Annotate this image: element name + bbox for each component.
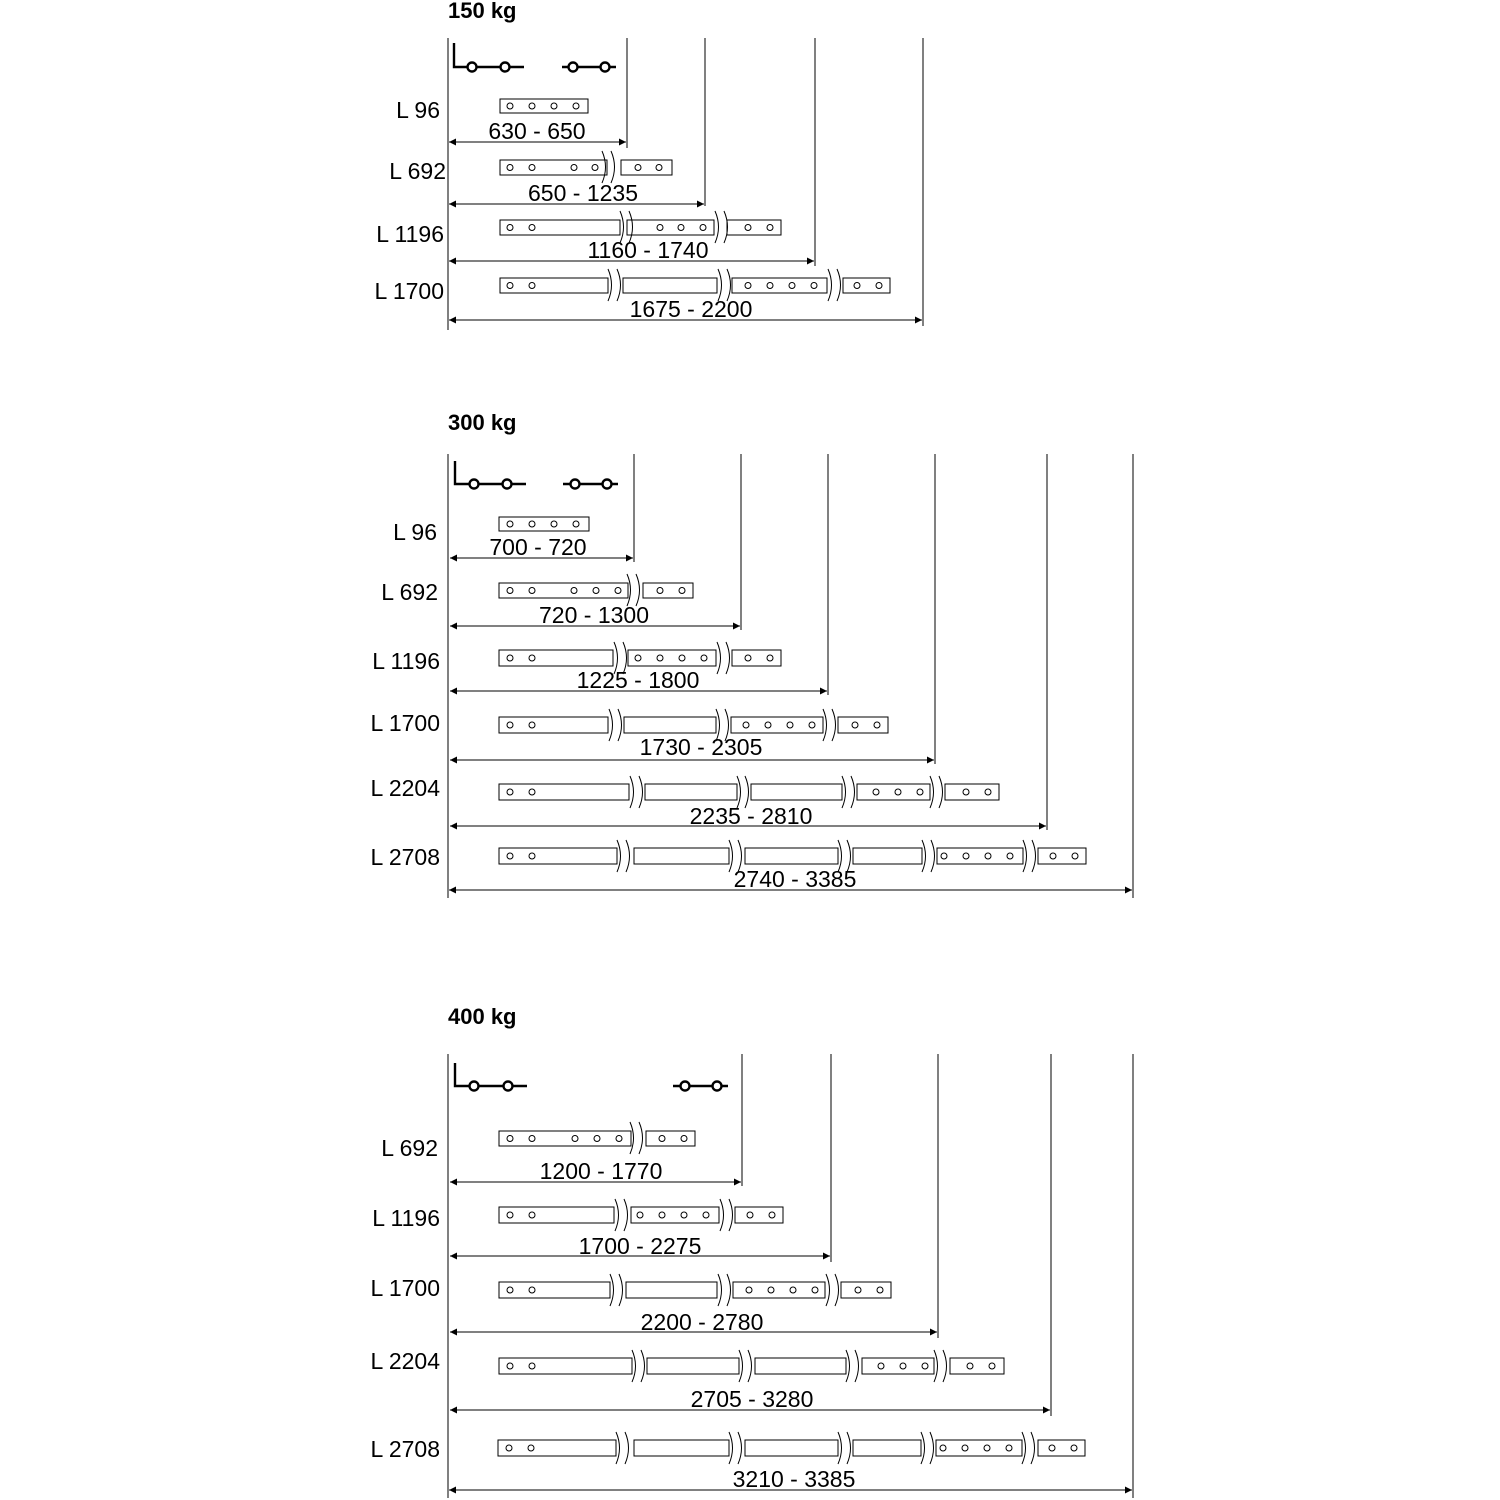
row-l96: L 96 700 - 720	[393, 516, 633, 562]
range-label: 2235 - 2810	[690, 803, 813, 829]
rail-drawing	[498, 1273, 892, 1307]
size-label: L 692	[389, 158, 446, 184]
range-label: 3210 - 3385	[733, 1466, 856, 1492]
range-label: 2705 - 3280	[691, 1386, 814, 1412]
rail-drawing	[499, 98, 589, 114]
section-400kg: 400 kg L 692	[371, 1004, 1134, 1498]
row-l96: L 96 630 - 650	[396, 97, 626, 146]
row-l692: L 692 720 - 1300	[381, 573, 740, 630]
reference-lines	[447, 38, 924, 330]
section-title: 150 kg	[448, 0, 517, 23]
rail-drawing	[498, 1349, 1005, 1383]
row-l1700: L 1700 2200 - 2780	[371, 1273, 937, 1336]
size-label: L 96	[396, 97, 440, 123]
size-label: L 1196	[372, 648, 440, 674]
range-label: 1730 - 2305	[640, 734, 763, 760]
section-150kg: 150 kg L 96 630 - 65	[375, 0, 924, 330]
reference-lines	[447, 1054, 1134, 1498]
slide-icon	[453, 1063, 728, 1092]
rail-drawing	[498, 1198, 784, 1232]
range-label: 2740 - 3385	[734, 866, 857, 892]
rail-drawing	[498, 775, 1000, 809]
range-label: 720 - 1300	[539, 602, 649, 628]
rail-drawing	[499, 210, 782, 244]
size-label: L 2708	[371, 844, 441, 870]
rail-drawing	[498, 708, 889, 742]
row-l692: L 692 650 - 1235	[389, 150, 704, 208]
reference-lines	[447, 454, 1134, 898]
section-title: 300 kg	[448, 410, 517, 435]
size-label: L 1196	[376, 221, 444, 247]
size-label: L 692	[381, 579, 438, 605]
size-label: L 1196	[372, 1205, 440, 1231]
row-l2204: L 2204 2705 - 3280	[371, 1348, 1050, 1414]
range-label: 700 - 720	[489, 534, 586, 560]
row-l1700: L 1700 1730 - 2305	[371, 708, 934, 764]
row-l1196: L 1196 1700 - 2275	[372, 1198, 830, 1260]
row-l692: L 692 1200 - 1770	[381, 1121, 741, 1186]
size-label: L 2708	[371, 1436, 441, 1462]
range-label: 1700 - 2275	[579, 1233, 702, 1259]
row-l2708: L 2708 2740 - 3385	[371, 839, 1132, 894]
row-l2204: L 2204 2235 - 2810	[371, 775, 1046, 830]
range-label: 1225 - 1800	[577, 667, 700, 693]
size-label: L 1700	[375, 278, 445, 304]
size-label: L 1700	[371, 710, 441, 736]
slide-icon	[452, 43, 616, 73]
rail-drawing	[498, 1121, 696, 1155]
section-300kg: 300 kg L 96 700	[371, 410, 1134, 898]
rail-drawing	[499, 150, 673, 184]
slide-icon	[453, 461, 618, 490]
rail-drawing	[498, 839, 1087, 873]
size-label: L 692	[381, 1135, 438, 1161]
size-label: L 96	[393, 519, 437, 545]
row-l1700: L 1700 1675 - 2200	[375, 268, 922, 324]
range-label: 1675 - 2200	[630, 296, 753, 322]
section-title: 400 kg	[448, 1004, 517, 1029]
size-label: L 2204	[371, 775, 441, 801]
range-label: 630 - 650	[488, 118, 585, 144]
rail-drawing	[498, 641, 782, 675]
rail-drawing	[498, 573, 694, 607]
rail-drawing	[499, 268, 891, 302]
size-label: L 1700	[371, 1275, 441, 1301]
range-label: 1200 - 1770	[540, 1158, 663, 1184]
range-label: 650 - 1235	[528, 180, 638, 206]
row-l1196: L 1196 1225 - 1800	[372, 641, 827, 695]
row-l2708: L 2708 3210 - 3385	[371, 1431, 1132, 1494]
rail-drawing	[498, 516, 590, 532]
row-l1196: L 1196 1160 - 1740	[376, 210, 814, 265]
size-label: L 2204	[371, 1348, 441, 1374]
range-label: 1160 - 1740	[587, 237, 708, 263]
range-label: 2200 - 2780	[641, 1309, 764, 1335]
rail-drawing	[497, 1431, 1086, 1465]
